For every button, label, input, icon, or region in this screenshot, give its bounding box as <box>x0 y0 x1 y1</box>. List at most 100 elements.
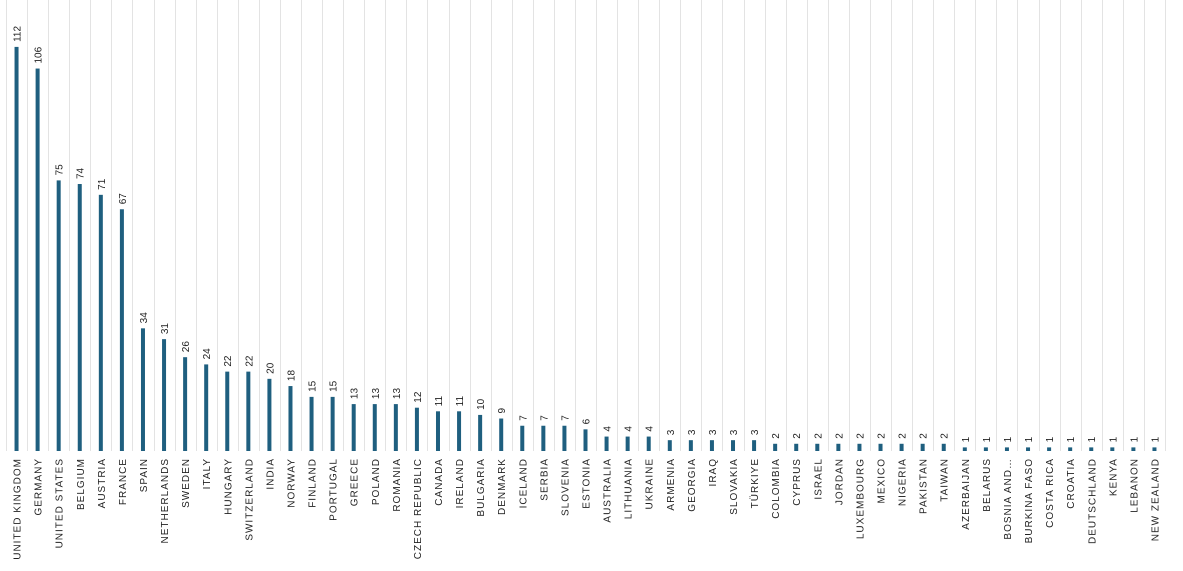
value-label: 3 <box>750 429 761 435</box>
value-label: 7 <box>539 415 550 421</box>
category-label: CZECH REPUBLIC <box>413 458 424 559</box>
value-label: 3 <box>666 429 677 435</box>
value-label: 2 <box>792 433 803 439</box>
category-label: TÜRKIYE <box>749 458 761 508</box>
bar <box>794 443 799 451</box>
category-label: UNITED KINGDOM <box>13 458 24 560</box>
value-label: 22 <box>223 355 234 367</box>
value-label: 7 <box>560 415 571 421</box>
value-label: 112 <box>13 26 24 42</box>
category-label: CYPRUS <box>792 458 803 506</box>
bar <box>941 443 946 451</box>
bar <box>667 440 672 451</box>
bar <box>14 46 19 452</box>
value-label: 2 <box>855 433 866 439</box>
value-label: 2 <box>813 433 824 439</box>
category-label: SPAIN <box>139 458 150 492</box>
value-label: 106 <box>34 46 45 63</box>
category-label: NIGERIA <box>898 458 909 506</box>
category-label: FINLAND <box>308 458 319 508</box>
value-label: 9 <box>497 408 508 414</box>
category-label: NETHERLANDS <box>160 458 171 543</box>
bar <box>56 180 61 451</box>
bar <box>267 378 272 451</box>
bar <box>140 328 145 451</box>
category-label: LUXEMBOURG <box>855 458 866 539</box>
bar <box>878 443 883 451</box>
category-label: POLAND <box>371 458 382 505</box>
category-label: MEXICO <box>877 458 888 503</box>
value-label: 6 <box>582 418 593 424</box>
value-label: 67 <box>118 193 129 205</box>
value-label: 2 <box>771 433 782 439</box>
category-label: BELGIUM <box>76 458 87 510</box>
category-label: UKRAINE <box>645 458 656 509</box>
bar <box>731 440 736 451</box>
category-label: AUSTRALIA <box>603 458 614 523</box>
category-label: SLOVENIA <box>560 458 571 516</box>
bar <box>688 440 693 451</box>
value-label: 74 <box>76 167 87 179</box>
bar <box>836 443 841 451</box>
category-label: PORTUGAL <box>329 458 340 521</box>
value-label: 3 <box>729 429 740 435</box>
bar <box>414 407 419 451</box>
value-label: 1 <box>1150 436 1161 442</box>
category-label: GERMANY <box>34 458 45 516</box>
value-label: 1 <box>1108 436 1119 442</box>
value-label: 24 <box>202 348 213 360</box>
category-label: BELARUS <box>982 458 993 512</box>
category-label: DEUTSCHLAND <box>1087 458 1098 544</box>
bar <box>520 425 525 451</box>
category-label: FRANCE <box>118 458 129 505</box>
value-label: 3 <box>687 429 698 435</box>
category-label: CANADA <box>434 458 445 506</box>
bar <box>709 440 714 451</box>
category-label: GREECE <box>350 458 361 506</box>
bar <box>478 414 483 451</box>
value-label: 71 <box>97 178 108 190</box>
value-label: 75 <box>55 164 66 176</box>
value-label: 34 <box>139 312 150 324</box>
bar <box>309 396 314 451</box>
bar <box>562 425 567 451</box>
bar <box>857 443 862 451</box>
value-label: 1 <box>1045 436 1056 442</box>
bar <box>815 443 820 451</box>
value-label: 2 <box>877 433 888 439</box>
bar <box>119 209 124 451</box>
category-label: PAKISTAN <box>919 458 930 514</box>
value-label: 13 <box>350 388 361 400</box>
value-label: 2 <box>919 433 930 439</box>
value-label: 1 <box>982 436 993 442</box>
value-label: 7 <box>518 415 529 421</box>
category-label: LITHUANIA <box>624 458 635 519</box>
bar <box>35 68 40 452</box>
bar <box>77 184 82 451</box>
value-label: 15 <box>329 380 340 392</box>
bar <box>225 371 230 451</box>
category-label: INDIA <box>265 458 276 490</box>
bar <box>288 386 293 451</box>
category-label: BULGARIA <box>476 458 487 517</box>
value-label: 13 <box>392 388 403 400</box>
category-label: NORWAY <box>286 458 297 508</box>
value-label: 11 <box>434 395 445 406</box>
category-label: AZERBAIJAN <box>961 458 972 530</box>
value-label: 1 <box>1066 436 1077 442</box>
value-label: 1 <box>1087 436 1098 442</box>
value-label: 18 <box>286 369 297 381</box>
bar <box>351 404 356 451</box>
bar <box>899 443 904 451</box>
category-label: AUSTRIA <box>97 458 108 508</box>
value-label: 26 <box>181 341 192 353</box>
bar <box>962 447 967 451</box>
bar <box>499 418 504 451</box>
bar <box>1004 447 1009 451</box>
value-label: 12 <box>413 391 424 403</box>
bar <box>98 194 103 451</box>
category-label: SWEDEN <box>181 458 192 508</box>
value-label: 1 <box>961 436 972 442</box>
